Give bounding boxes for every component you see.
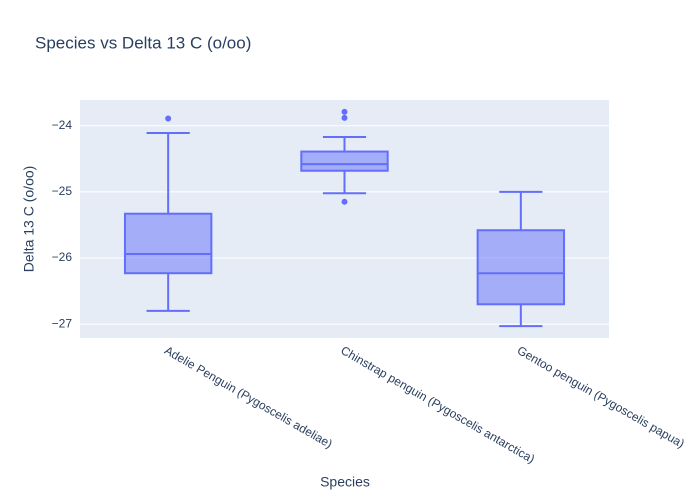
outlier bbox=[165, 115, 172, 122]
chart-title: Species vs Delta 13 C (o/oo) bbox=[35, 33, 251, 52]
outlier bbox=[341, 108, 348, 115]
outlier bbox=[341, 198, 348, 205]
y-tick-label: −26 bbox=[52, 250, 73, 264]
y-axis-label: Delta 13 C (o/oo) bbox=[21, 166, 37, 273]
y-tick-label: −24 bbox=[52, 118, 73, 132]
x-axis-label: Species bbox=[320, 474, 370, 490]
outlier bbox=[341, 114, 348, 121]
y-tick-label: −25 bbox=[52, 184, 73, 198]
y-tick-label: −27 bbox=[52, 316, 73, 330]
box bbox=[123, 212, 213, 275]
box bbox=[300, 150, 389, 172]
box bbox=[476, 229, 566, 306]
